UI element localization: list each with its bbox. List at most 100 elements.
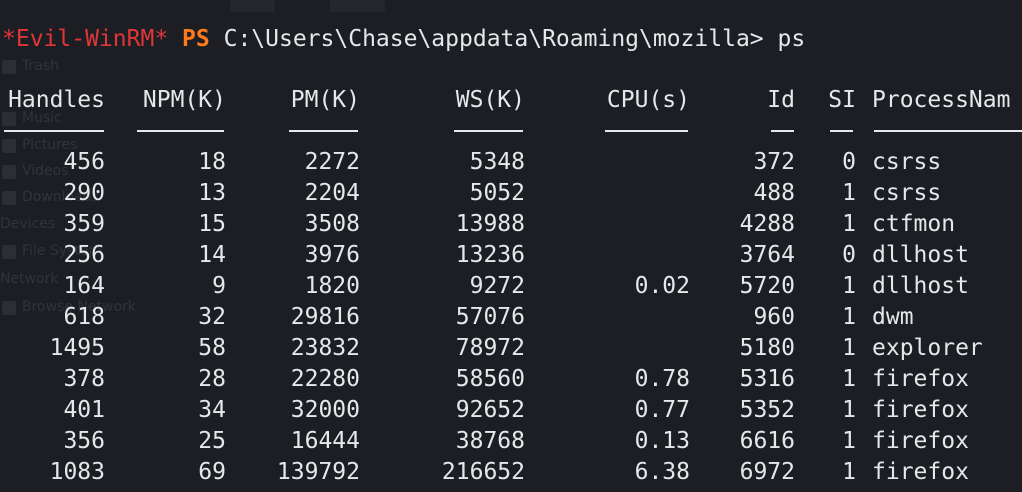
cell-pm: 2272	[304, 149, 360, 175]
cell-cpu	[530, 333, 690, 364]
underline-ws	[454, 130, 523, 132]
cell-si: 1	[842, 459, 856, 485]
cell-handles: 1083	[49, 459, 105, 485]
cell-npm: 15	[198, 211, 226, 237]
cell-npm: 18	[198, 149, 226, 175]
cell-npm: 14	[198, 242, 226, 268]
cell-handles: 1495	[49, 335, 105, 361]
underline-id	[771, 130, 794, 132]
cell-ws: 13236	[455, 242, 525, 268]
cell-cpu	[530, 209, 690, 240]
cell-id: 488	[753, 180, 795, 206]
cell-ws: 92652	[455, 397, 525, 423]
underline-handles	[4, 130, 104, 132]
cell-handles: 164	[63, 273, 105, 299]
cell-npm: 25	[198, 428, 226, 454]
header-process-name: ProcessNam	[872, 87, 1011, 113]
cell-id: 6972	[739, 459, 795, 485]
cell-cpu: 0.13	[634, 428, 690, 454]
ghost-toolbar-segment	[230, 0, 275, 12]
cell-pm: 1820	[304, 273, 360, 299]
cell-process-name: dllhost	[872, 242, 969, 268]
cell-ws: 9272	[469, 273, 525, 299]
cell-process-name: csrss	[872, 180, 942, 206]
table-header: Handles NPM(K) PM(K) WS(K) CPU(s) Id SI …	[0, 85, 1022, 116]
table-row: 1495 58 23832 78972 5180 1 explorer	[0, 333, 1022, 364]
cell-id: 960	[753, 304, 795, 330]
cell-id: 5180	[739, 335, 795, 361]
cell-pm: 29816	[290, 304, 360, 330]
cell-npm: 69	[198, 459, 226, 485]
cell-pm: 2204	[304, 180, 360, 206]
header-id: Id	[767, 87, 795, 113]
ghost-toolbar-segment	[330, 0, 385, 12]
cell-handles: 618	[63, 304, 105, 330]
cell-ws: 38768	[455, 428, 525, 454]
cell-process-name: explorer	[872, 335, 983, 361]
underline-pm	[289, 130, 358, 132]
header-si: SI	[828, 87, 856, 113]
cell-si: 1	[842, 366, 856, 392]
table-row: 456 18 2272 5348 372 0 csrss	[0, 147, 1022, 178]
cell-id: 5316	[739, 366, 795, 392]
table-row: 378 28 22280 58560 0.78 5316 1 firefox	[0, 364, 1022, 395]
cell-process-name: csrss	[872, 149, 942, 175]
cell-handles: 456	[63, 149, 105, 175]
evil-winrm-label: *Evil-WinRM*	[2, 26, 169, 52]
table-row: 290 13 2204 5052 488 1 csrss	[0, 178, 1022, 209]
table-row: 401 34 32000 92652 0.77 5352 1 firefox	[0, 395, 1022, 426]
cell-si: 1	[842, 304, 856, 330]
cell-si: 0	[842, 149, 856, 175]
cell-pm: 22280	[290, 366, 360, 392]
cell-handles: 290	[63, 180, 105, 206]
cell-cpu: 0.77	[634, 397, 690, 423]
cell-handles: 401	[63, 397, 105, 423]
cell-ws: 57076	[455, 304, 525, 330]
cell-id: 5720	[739, 273, 795, 299]
cell-process-name: firefox	[872, 366, 969, 392]
table-row: 164 9 1820 9272 0.02 5720 1 dllhost	[0, 271, 1022, 302]
cell-pm: 32000	[290, 397, 360, 423]
cell-ws: 216652	[441, 459, 525, 485]
process-table: 456 18 2272 5348 372 0 csrss 290 13 2204 5052 488 1 c…	[0, 147, 1022, 488]
prompt-path: C:\Users\Chase\appdata\Roaming\mozilla>	[223, 26, 764, 52]
cell-pm: 23832	[290, 335, 360, 361]
underline-npm	[137, 130, 224, 132]
cell-pm: 3508	[304, 211, 360, 237]
cell-handles: 256	[63, 242, 105, 268]
underline-cpu	[605, 130, 688, 132]
cell-si: 1	[842, 211, 856, 237]
cell-npm: 28	[198, 366, 226, 392]
table-row: 1083 69 139792 216652 6.38 6972 1 firefox	[0, 457, 1022, 488]
cell-ws: 58560	[455, 366, 525, 392]
cell-id: 4288	[739, 211, 795, 237]
header-ws: WS(K)	[455, 87, 525, 113]
cell-id: 372	[753, 149, 795, 175]
cell-si: 1	[842, 273, 856, 299]
cell-id: 3764	[739, 242, 795, 268]
header-cpu: CPU(s)	[606, 87, 690, 113]
cell-si: 1	[842, 335, 856, 361]
cell-process-name: dwm	[872, 304, 914, 330]
cell-process-name: dllhost	[872, 273, 969, 299]
cell-si: 1	[842, 397, 856, 423]
underline-process-name	[874, 130, 1022, 132]
cell-npm: 58	[198, 335, 226, 361]
cell-npm: 34	[198, 397, 226, 423]
header-npm: NPM(K)	[142, 87, 226, 113]
cell-cpu: 6.38	[634, 459, 690, 485]
header-handles: Handles	[8, 87, 105, 113]
cell-cpu	[530, 240, 690, 271]
underline-si	[830, 130, 853, 132]
cell-pm: 3976	[304, 242, 360, 268]
cell-id: 6616	[739, 428, 795, 454]
prompt-line: *Evil-WinRM* PS C:\Users\Chase\appdata\R…	[2, 24, 805, 55]
cell-npm: 32	[198, 304, 226, 330]
cell-process-name: firefox	[872, 428, 969, 454]
cell-handles: 378	[63, 366, 105, 392]
cell-si: 1	[842, 180, 856, 206]
cell-cpu: 0.78	[634, 366, 690, 392]
cell-cpu	[530, 147, 690, 178]
cell-id: 5352	[739, 397, 795, 423]
